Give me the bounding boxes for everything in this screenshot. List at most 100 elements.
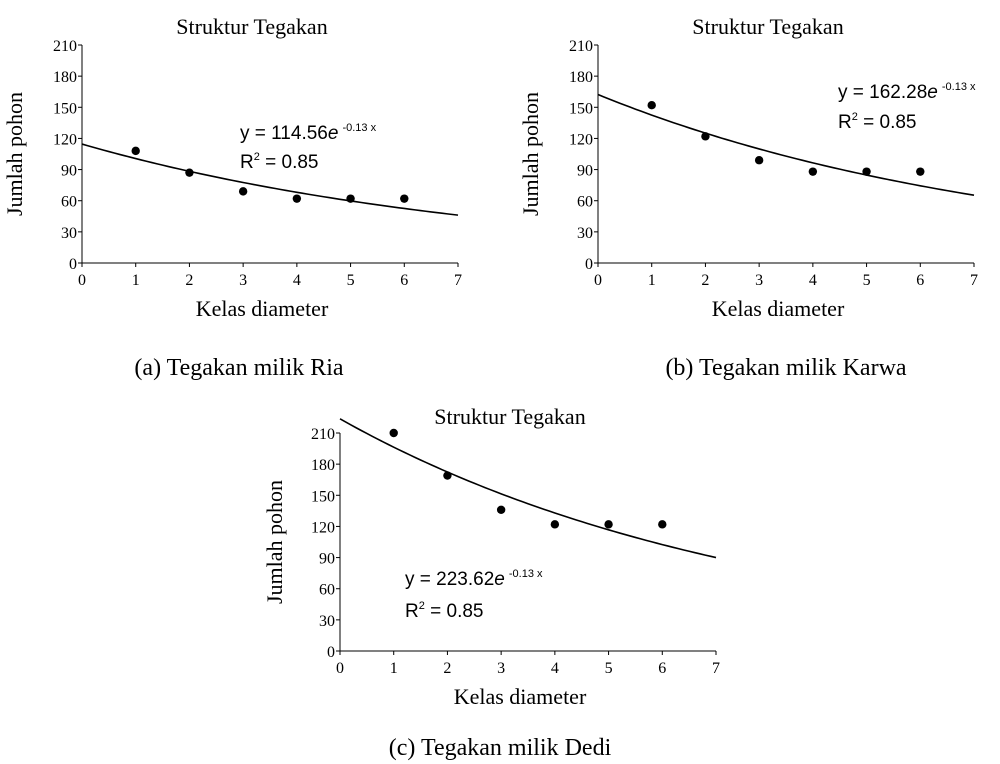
chart-1-y-tick-label: 30 bbox=[61, 225, 77, 242]
chart-2-r2-value: = 0.85 bbox=[858, 112, 917, 133]
chart-1-y-tick-label: 120 bbox=[53, 131, 77, 148]
chart-1-x-tick-label: 6 bbox=[400, 272, 408, 289]
chart-2-point bbox=[916, 167, 925, 176]
chart-2-x-tick-label: 6 bbox=[916, 272, 924, 289]
chart-1-y-tick-label: 60 bbox=[61, 194, 77, 211]
chart-2-y-label: Jumlah pohon bbox=[518, 92, 543, 216]
chart-3-y-tick-label: 120 bbox=[311, 519, 335, 536]
chart-2-equation-exponent: -0.13 x bbox=[942, 81, 976, 93]
chart-1-point bbox=[400, 194, 409, 203]
chart-2-x-label: Kelas diameter bbox=[712, 296, 845, 321]
chart-1-equation-base: e bbox=[328, 123, 339, 144]
chart-3-x-tick-label: 1 bbox=[390, 660, 398, 677]
chart-3-x-tick-label: 3 bbox=[497, 660, 505, 677]
chart-3: Struktur Tegakan 0 30 60 90 120 150 180 210 0 1 2 3 4… bbox=[262, 404, 720, 761]
chart-3-y-tick-label: 30 bbox=[319, 613, 335, 630]
chart-3-y-tick-label: 90 bbox=[319, 551, 335, 568]
chart-1: Struktur Tegakan 0 30 60 90 120 150 180 210 0 1 2 3 4… bbox=[2, 14, 462, 381]
chart-3-point bbox=[496, 505, 506, 515]
chart-2-x-tick-label: 7 bbox=[970, 272, 978, 289]
chart-3-point bbox=[550, 520, 560, 529]
chart-1-x-tick-label: 7 bbox=[454, 272, 462, 289]
chart-1-y-tick-label: 0 bbox=[69, 256, 77, 273]
chart-2-point bbox=[647, 101, 656, 110]
chart-3-point bbox=[443, 471, 452, 480]
chart-2-trendline bbox=[597, 93, 975, 196]
chart-2-r2-prefix: R bbox=[838, 112, 852, 133]
chart-3-r2-value: = 0.85 bbox=[425, 601, 484, 622]
chart-1-x-label: Kelas diameter bbox=[196, 296, 329, 321]
chart-3-x-tick-label: 6 bbox=[658, 660, 666, 677]
chart-3-point bbox=[604, 520, 613, 529]
chart-3-r-squared: R2 = 0.85 bbox=[405, 600, 484, 622]
chart-1-r2-sup: 2 bbox=[254, 151, 260, 163]
chart-2-x-tick-label: 1 bbox=[648, 272, 656, 289]
chart-2-y-tick-label: 120 bbox=[569, 131, 593, 148]
chart-2-x-tick-label: 4 bbox=[809, 272, 817, 289]
chart-2-equation-prefix: y = 162.28 bbox=[838, 82, 927, 103]
chart-2-x-tick-label: 5 bbox=[863, 272, 871, 289]
chart-2: Struktur Tegakan 0 30 60 90 120 150 180 210 0 1 2 3 4… bbox=[518, 14, 978, 381]
chart-1-y-tick-label: 90 bbox=[61, 163, 77, 180]
chart-2-point bbox=[862, 167, 871, 176]
chart-1-y-tick-label: 180 bbox=[53, 69, 77, 86]
chart-2-equation: y = 162.28e -0.13 x bbox=[838, 81, 976, 103]
chart-2-y-tick-label: 180 bbox=[569, 69, 593, 86]
chart-2-point bbox=[754, 156, 764, 165]
chart-2-y-tick-label: 150 bbox=[569, 100, 593, 117]
chart-3-y-tick-label: 0 bbox=[327, 644, 335, 661]
chart-2-title: Struktur Tegakan bbox=[692, 14, 843, 39]
chart-3-title: Struktur Tegakan bbox=[434, 404, 585, 429]
chart-1-r-squared: R2 = 0.85 bbox=[240, 151, 319, 173]
chart-3-equation-base: e bbox=[494, 569, 505, 590]
chart-3-x-tick-label: 0 bbox=[336, 660, 344, 677]
chart-2-y-tick-label: 90 bbox=[577, 163, 593, 180]
chart-3-x-tick-label: 4 bbox=[551, 660, 559, 677]
chart-2-y-tick-label: 210 bbox=[569, 38, 593, 55]
chart-3-equation-prefix: y = 223.62 bbox=[405, 569, 494, 590]
chart-1-x-tick-label: 0 bbox=[78, 272, 86, 289]
chart-3-y-tick-label: 150 bbox=[311, 488, 335, 505]
chart-2-x-tick-label: 2 bbox=[701, 272, 709, 289]
chart-3-r2-prefix: R bbox=[405, 601, 419, 622]
chart-3-y-label: Jumlah pohon bbox=[262, 480, 287, 604]
chart-1-x-tick-label: 2 bbox=[185, 272, 193, 289]
chart-1-x-tick-label: 1 bbox=[132, 272, 140, 289]
chart-3-y-tick-label: 60 bbox=[319, 582, 335, 599]
chart-1-y-tick-label: 210 bbox=[53, 38, 77, 55]
chart-3-equation: y = 223.62e -0.13 x bbox=[405, 568, 543, 590]
chart-1-y-tick-label: 150 bbox=[53, 100, 77, 117]
chart-1-point bbox=[292, 194, 302, 203]
chart-2-equation-base: e bbox=[927, 82, 938, 103]
chart-1-r2-value: = 0.85 bbox=[260, 152, 319, 173]
chart-3-r2-sup: 2 bbox=[419, 600, 425, 612]
chart-1-r2-prefix: R bbox=[240, 152, 254, 173]
chart-2-y-tick-label: 30 bbox=[577, 225, 593, 242]
chart-2-point bbox=[701, 132, 710, 141]
chart-2-y-tick-label: 0 bbox=[585, 256, 593, 273]
chart-2-y-tick-label: 60 bbox=[577, 194, 593, 211]
chart-3-point bbox=[658, 520, 667, 529]
chart-2-r2-sup: 2 bbox=[852, 111, 858, 123]
chart-3-x-tick-label: 5 bbox=[605, 660, 613, 677]
chart-3-point bbox=[389, 428, 398, 438]
chart-3-x-label: Kelas diameter bbox=[454, 684, 587, 709]
chart-3-y-tick-label: 210 bbox=[311, 426, 335, 443]
chart-2-x-tick-label: 3 bbox=[755, 272, 763, 289]
chart-3-x-tick-label: 2 bbox=[443, 660, 451, 677]
chart-3-x-tick-label: 7 bbox=[712, 660, 720, 677]
chart-1-x-tick-label: 5 bbox=[347, 272, 355, 289]
chart-1-equation: y = 114.56e -0.13 x bbox=[240, 122, 377, 144]
chart-3-y-tick-label: 180 bbox=[311, 457, 335, 474]
chart-3-trendline bbox=[339, 418, 717, 559]
chart-2-r-squared: R2 = 0.85 bbox=[838, 111, 917, 133]
chart-1-x-tick-label: 4 bbox=[293, 272, 301, 289]
chart-2-point bbox=[808, 167, 818, 176]
chart-1-point bbox=[131, 146, 140, 156]
chart-1-caption: (a) Tegakan milik Ria bbox=[134, 355, 343, 381]
chart-3-equation-exponent: -0.13 x bbox=[509, 568, 543, 580]
chart-2-caption: (b) Tegakan milik Karwa bbox=[665, 355, 906, 381]
chart-2-x-tick-label: 0 bbox=[594, 272, 602, 289]
chart-1-trendline bbox=[81, 143, 459, 216]
